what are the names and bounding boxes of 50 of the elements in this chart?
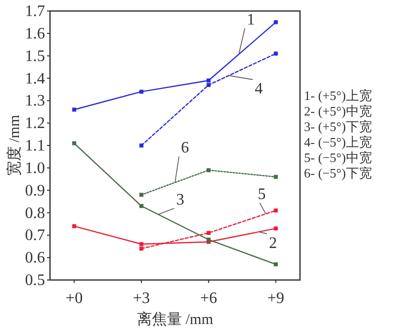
point — [274, 174, 278, 179]
x-axis-title: 离焦量 /mm — [136, 311, 214, 328]
point — [139, 90, 144, 94]
point — [139, 204, 144, 208]
series-label: 1 — [246, 11, 255, 28]
y-axis-title: 宽度 /mm — [6, 114, 23, 176]
series-label: 6 — [181, 139, 189, 156]
y-tick-label: 0.8 — [25, 204, 45, 222]
point — [206, 168, 211, 172]
y-tick-label: 0.6 — [25, 250, 45, 267]
y-tick-label: 1.6 — [25, 25, 45, 42]
point — [274, 208, 278, 213]
text: 1- (+5°)上宽 — [304, 88, 372, 103]
text: 5- (−5°)中宽 — [304, 150, 372, 165]
y-tick-label: 1.0 — [25, 160, 45, 177]
text: 4- (−5°)上宽 — [304, 134, 372, 150]
text: 6- (−5°)下宽 — [304, 166, 372, 180]
y-tick-label: 0.7 — [25, 227, 45, 244]
x-tick-label: +0 — [66, 290, 83, 307]
point — [72, 141, 76, 146]
y-tick-label: 1.5 — [25, 48, 45, 65]
point — [72, 108, 76, 112]
y-tick-label: 1.4 — [25, 70, 45, 88]
point — [139, 144, 144, 148]
x-tick-label: +3 — [132, 290, 150, 307]
point — [274, 262, 278, 266]
point — [274, 226, 278, 230]
point — [139, 192, 144, 197]
point — [206, 230, 211, 235]
y-tick-label: 0.9 — [25, 182, 45, 200]
point — [206, 82, 211, 87]
x-tick-label: +6 — [200, 290, 218, 307]
point — [139, 242, 144, 246]
series-label: 2 — [269, 234, 278, 252]
series-label: 4 — [254, 80, 263, 98]
point — [139, 246, 144, 251]
text: 3- (+5°)下宽 — [304, 119, 372, 134]
series-label: 5 — [258, 186, 266, 203]
y-tick-label: 1.7 — [25, 3, 45, 20]
point — [206, 78, 211, 82]
y-tick-label: 1.3 — [25, 92, 45, 110]
point — [274, 20, 278, 24]
series-label: 3 — [176, 191, 184, 208]
y-tick-label: 0.5 — [25, 272, 45, 289]
x-tick-label: +9 — [267, 290, 284, 307]
point — [72, 224, 76, 228]
text: 2- (+5°)中宽 — [304, 104, 372, 118]
y-tick-label: 1.2 — [25, 115, 45, 132]
point — [274, 52, 278, 56]
y-tick-label: 1.1 — [25, 138, 45, 154]
